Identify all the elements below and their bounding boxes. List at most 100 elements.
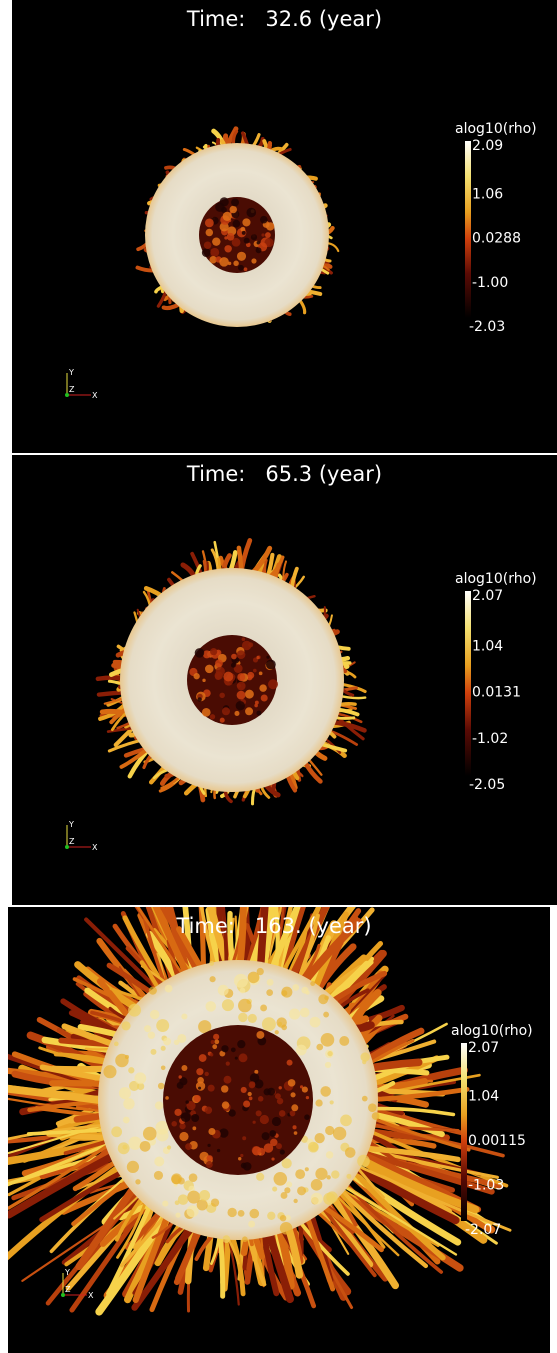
shell-texture: [154, 1156, 165, 1167]
shell-texture: [307, 1141, 319, 1153]
shell-texture: [284, 1187, 291, 1194]
core-texture: [193, 673, 200, 680]
core-texture: [264, 238, 274, 248]
shell-texture: [323, 1011, 330, 1018]
core-texture: [240, 226, 246, 232]
colorbar-label: 2.07: [468, 1040, 499, 1056]
shell-texture: [310, 1179, 323, 1191]
shell-texture: [309, 1016, 321, 1028]
core-texture: [254, 1069, 259, 1074]
shell-texture: [111, 1126, 123, 1138]
shell-texture: [261, 1017, 276, 1032]
core-texture: [256, 1031, 265, 1039]
shell-texture: [196, 1199, 208, 1211]
core-texture: [299, 1085, 304, 1089]
core-texture: [301, 1086, 308, 1093]
core-texture: [219, 692, 225, 699]
core-texture: [210, 648, 218, 656]
shell-texture: [325, 1151, 334, 1159]
core-texture: [269, 1130, 277, 1137]
core-texture: [263, 1143, 274, 1153]
shell-texture: [323, 1192, 336, 1205]
core-texture: [266, 655, 270, 659]
time-title: Time: 163. (year): [175, 914, 371, 938]
core-texture: [237, 673, 246, 682]
plume: [287, 907, 330, 983]
colorbar-label: -2.07: [465, 1222, 501, 1238]
core-texture: [204, 218, 214, 228]
core-texture: [198, 1054, 207, 1062]
shell-texture: [284, 1214, 291, 1221]
core-texture: [245, 707, 254, 716]
panel: Time: 163. (year) alog10(rho)2.07 1.04 0.00…: [8, 907, 550, 1353]
core-texture: [236, 690, 246, 700]
core-texture: [244, 689, 254, 699]
core-texture: [291, 1104, 299, 1112]
shell-texture: [144, 1025, 152, 1033]
shell-texture: [147, 1031, 156, 1039]
core-texture: [205, 228, 214, 237]
core-texture: [186, 1101, 196, 1111]
shell-texture: [175, 1212, 181, 1218]
plume: [279, 907, 321, 977]
core-texture: [224, 245, 232, 253]
colorbar: [461, 1043, 467, 1221]
colorbar-label: 0.0131: [472, 685, 521, 701]
core-texture: [243, 267, 248, 272]
shell-texture: [209, 976, 216, 983]
shell-texture: [142, 1126, 157, 1141]
core-texture: [221, 1045, 229, 1053]
plume: [256, 907, 269, 982]
shell-texture: [256, 967, 264, 976]
shell-texture: [293, 1198, 298, 1204]
core-texture: [215, 659, 223, 668]
core-texture: [224, 236, 228, 240]
shell-texture: [135, 1179, 141, 1185]
shell-texture: [315, 1099, 323, 1107]
colorbar-label: 0.00115: [468, 1133, 526, 1149]
core-texture: [201, 708, 211, 717]
core-texture: [243, 1100, 251, 1108]
shell-texture: [114, 1041, 119, 1047]
core-texture: [204, 1106, 213, 1114]
axis-z-label: Z: [69, 837, 75, 846]
core-texture: [213, 1033, 220, 1040]
plume: [324, 1187, 400, 1290]
core-texture: [234, 710, 240, 716]
shell-texture: [324, 995, 329, 1001]
core-texture: [257, 1096, 264, 1102]
core-texture: [205, 1161, 213, 1168]
core-texture: [246, 207, 257, 218]
colorbar-title: alog10(rho): [455, 571, 537, 587]
core-texture: [210, 1040, 215, 1045]
colorbar-label: -1.00: [472, 275, 508, 291]
core-texture: [242, 1162, 252, 1171]
core-texture: [212, 237, 221, 246]
core-texture: [221, 1101, 230, 1109]
core-texture: [231, 237, 241, 247]
shell-texture: [123, 1098, 135, 1110]
core-texture: [256, 655, 260, 660]
core-texture: [238, 1053, 248, 1063]
colorbar-label: 1.04: [472, 638, 503, 654]
core-texture: [207, 1143, 211, 1147]
shell-texture: [273, 1172, 288, 1186]
shell-texture: [103, 1065, 117, 1079]
core-texture: [204, 1071, 209, 1077]
core-texture: [256, 241, 260, 245]
panel: Time: 65.3 (year) alog10(rho)2.07 1.04 0.01…: [12, 455, 557, 905]
shell-texture: [157, 1082, 165, 1090]
core-texture: [255, 1110, 262, 1117]
shell-texture: [239, 987, 246, 994]
core-texture: [181, 1065, 188, 1072]
core-texture: [185, 1143, 192, 1151]
shell-texture: [320, 1086, 331, 1097]
plume: [159, 907, 205, 984]
shell-texture: [122, 1116, 130, 1124]
shell-texture: [315, 1167, 328, 1180]
core-texture: [242, 1136, 247, 1141]
shell-texture: [128, 1136, 142, 1150]
shell-texture: [187, 1190, 201, 1204]
core-texture: [203, 241, 212, 250]
axis-y-label: Y: [64, 1268, 70, 1277]
